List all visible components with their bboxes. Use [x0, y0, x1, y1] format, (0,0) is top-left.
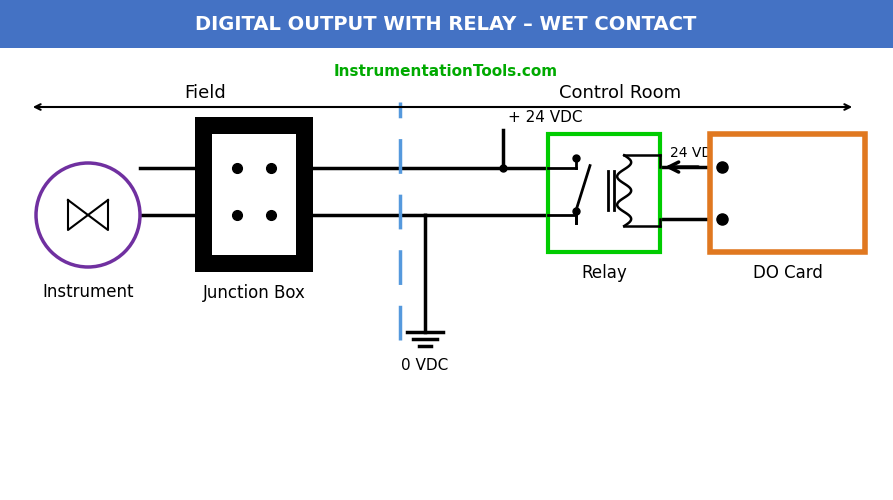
Bar — [0, 0, 893, 48]
Bar — [548, 134, 660, 252]
Text: DIGITAL OUTPUT WITH RELAY – WET CONTACT: DIGITAL OUTPUT WITH RELAY – WET CONTACT — [196, 14, 697, 34]
Text: CH -: CH - — [736, 212, 765, 226]
Text: 0 VDC: 0 VDC — [401, 358, 448, 373]
Text: DO Card: DO Card — [753, 264, 822, 282]
Bar — [195, 117, 313, 272]
Text: Relay: Relay — [581, 264, 627, 282]
Text: Control Room: Control Room — [559, 84, 681, 102]
Bar — [212, 134, 296, 255]
Text: Instrument: Instrument — [42, 283, 134, 301]
Circle shape — [36, 163, 140, 267]
Text: Field: Field — [184, 84, 226, 102]
Text: Junction Box: Junction Box — [203, 284, 305, 302]
Text: InstrumentationTools.com: InstrumentationTools.com — [334, 64, 558, 80]
Bar — [710, 134, 865, 252]
Text: CH +: CH + — [736, 160, 772, 174]
Text: 24 VDC: 24 VDC — [670, 146, 722, 160]
Text: + 24 VDC: + 24 VDC — [508, 110, 582, 125]
